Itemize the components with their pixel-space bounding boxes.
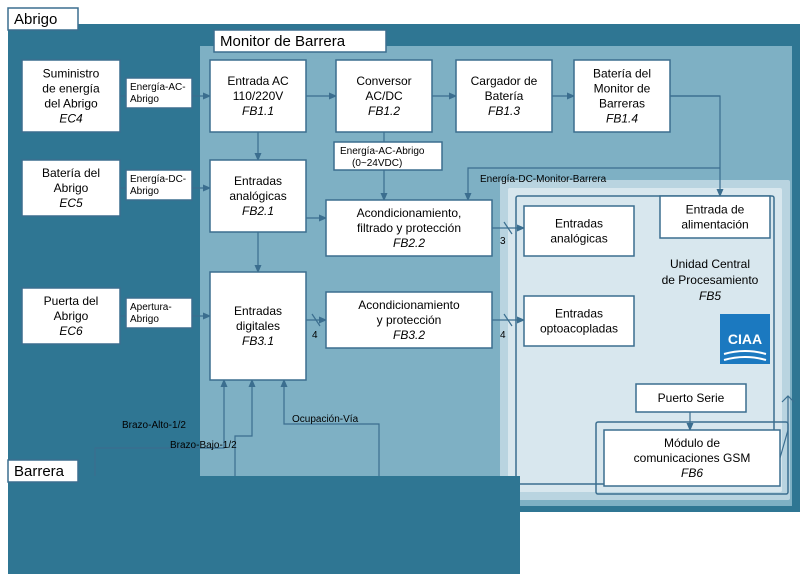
svg-text:FB1.2: FB1.2 [368,104,400,118]
svg-text:FB2.2: FB2.2 [393,236,425,250]
svg-text:110/220V: 110/220V [233,89,284,103]
svg-text:FB3.2: FB3.2 [393,328,425,342]
svg-text:(0~24VDC): (0~24VDC) [352,158,402,169]
svg-text:Energía-AC-: Energía-AC- [130,82,186,93]
block-fb21: EntradasanalógicasFB2.1 [210,160,306,232]
cpu-id: FB5 [699,289,721,303]
svg-text:EC6: EC6 [59,324,83,338]
svg-text:Entradas: Entradas [555,217,603,231]
svg-text:Abrigo: Abrigo [130,186,159,197]
svg-text:CIAA: CIAA [728,331,762,347]
ciaa-logo: CIAA [720,314,770,364]
svg-text:AC/DC: AC/DC [365,89,403,103]
svg-text:EC4: EC4 [59,112,83,126]
svg-text:FB3.1: FB3.1 [242,334,274,348]
svg-text:Abrigo: Abrigo [54,309,89,323]
svg-text:Batería del: Batería del [42,166,100,180]
cpu-label-2: de Procesamiento [662,273,759,287]
svg-text:de energía: de energía [42,82,100,96]
block-pwr_in: Entrada dealimentación [660,196,770,238]
svg-text:FB1.3: FB1.3 [488,104,520,118]
svg-text:Ocupación-Vía: Ocupación-Vía [292,414,359,425]
svg-text:Suministro: Suministro [43,67,100,81]
block-fb14: Batería delMonitor deBarrerasFB1.4 [574,60,670,132]
svg-text:Monitor de: Monitor de [594,82,651,96]
svg-text:Conversor: Conversor [356,74,411,88]
svg-text:Batería del: Batería del [593,67,651,81]
svg-text:Acondicionamiento: Acondicionamiento [358,298,460,312]
monitor-title: Monitor de Barrera [220,33,346,50]
block-ec6: Puerta delAbrigoEC6 [22,288,120,344]
barrera-title: Barrera [14,463,65,480]
svg-text:Puerta del: Puerta del [44,294,99,308]
svg-text:Energía-AC-Abrigo: Energía-AC-Abrigo [340,146,425,157]
svg-text:analógicas: analógicas [229,189,286,203]
svg-text:comunicaciones GSM: comunicaciones GSM [634,451,751,465]
svg-text:Apertura-: Apertura- [130,302,172,313]
svg-text:Energía-DC-: Energía-DC- [130,174,186,185]
svg-text:FB2.1: FB2.1 [242,204,274,218]
svg-text:Entrada de: Entrada de [686,203,745,217]
svg-text:EC5: EC5 [59,196,83,210]
block-fb31: EntradasdigitalesFB3.1 [210,272,306,380]
svg-text:FB1.1: FB1.1 [242,104,274,118]
svg-text:Brazo-Bajo-1/2: Brazo-Bajo-1/2 [170,440,237,451]
svg-text:4: 4 [500,330,506,341]
svg-text:optoacopladas: optoacopladas [540,322,618,336]
svg-text:3: 3 [500,236,506,247]
svg-text:Abrigo: Abrigo [130,314,159,325]
svg-text:Entradas: Entradas [234,174,282,188]
svg-text:Puerto Serie: Puerto Serie [658,391,725,405]
svg-text:y protección: y protección [377,313,442,327]
abrigo-title: Abrigo [14,11,57,28]
block-fb6: Módulo decomunicaciones GSMFB6 [604,430,780,486]
barrera-region [8,476,520,574]
block-ec5: Batería delAbrigoEC5 [22,160,120,216]
svg-text:Módulo de: Módulo de [664,436,720,450]
svg-text:Entradas: Entradas [555,307,603,321]
svg-text:Entradas: Entradas [234,304,282,318]
svg-text:Abrigo: Abrigo [130,94,159,105]
svg-text:Acondicionamiento,: Acondicionamiento, [357,206,462,220]
svg-text:Cargador de: Cargador de [471,74,538,88]
block-fb32: Acondicionamientoy protecciónFB3.2 [326,292,492,348]
svg-text:Batería: Batería [485,89,524,103]
svg-text:Barreras: Barreras [599,97,645,111]
block-fb12: ConversorAC/DCFB1.2 [336,60,432,132]
block-opto_in: Entradasoptoacopladas [524,296,634,346]
svg-text:del Abrigo: del Abrigo [44,97,98,111]
block-fb13: Cargador deBateríaFB1.3 [456,60,552,132]
block-fb22: Acondicionamiento,filtrado y protecciónF… [326,200,492,256]
block-fb11: Entrada AC110/220VFB1.1 [210,60,306,132]
svg-text:FB1.4: FB1.4 [606,112,638,126]
svg-text:Brazo-Alto-1/2: Brazo-Alto-1/2 [122,420,186,431]
svg-text:4: 4 [312,330,318,341]
svg-text:digitales: digitales [236,319,280,333]
svg-text:alimentación: alimentación [681,218,748,232]
cpu-label-1: Unidad Central [670,257,750,271]
block-serial: Puerto Serie [636,384,746,412]
svg-text:Energía-DC-Monitor-Barrera: Energía-DC-Monitor-Barrera [480,174,607,185]
block-ec4: Suministrode energíadel AbrigoEC4 [22,60,120,132]
svg-text:Entrada AC: Entrada AC [227,74,289,88]
svg-text:FB6: FB6 [681,466,703,480]
svg-text:analógicas: analógicas [550,232,607,246]
block-analog_in: Entradasanalógicas [524,206,634,256]
svg-text:Abrigo: Abrigo [54,181,89,195]
svg-text:filtrado y protección: filtrado y protección [357,221,461,235]
